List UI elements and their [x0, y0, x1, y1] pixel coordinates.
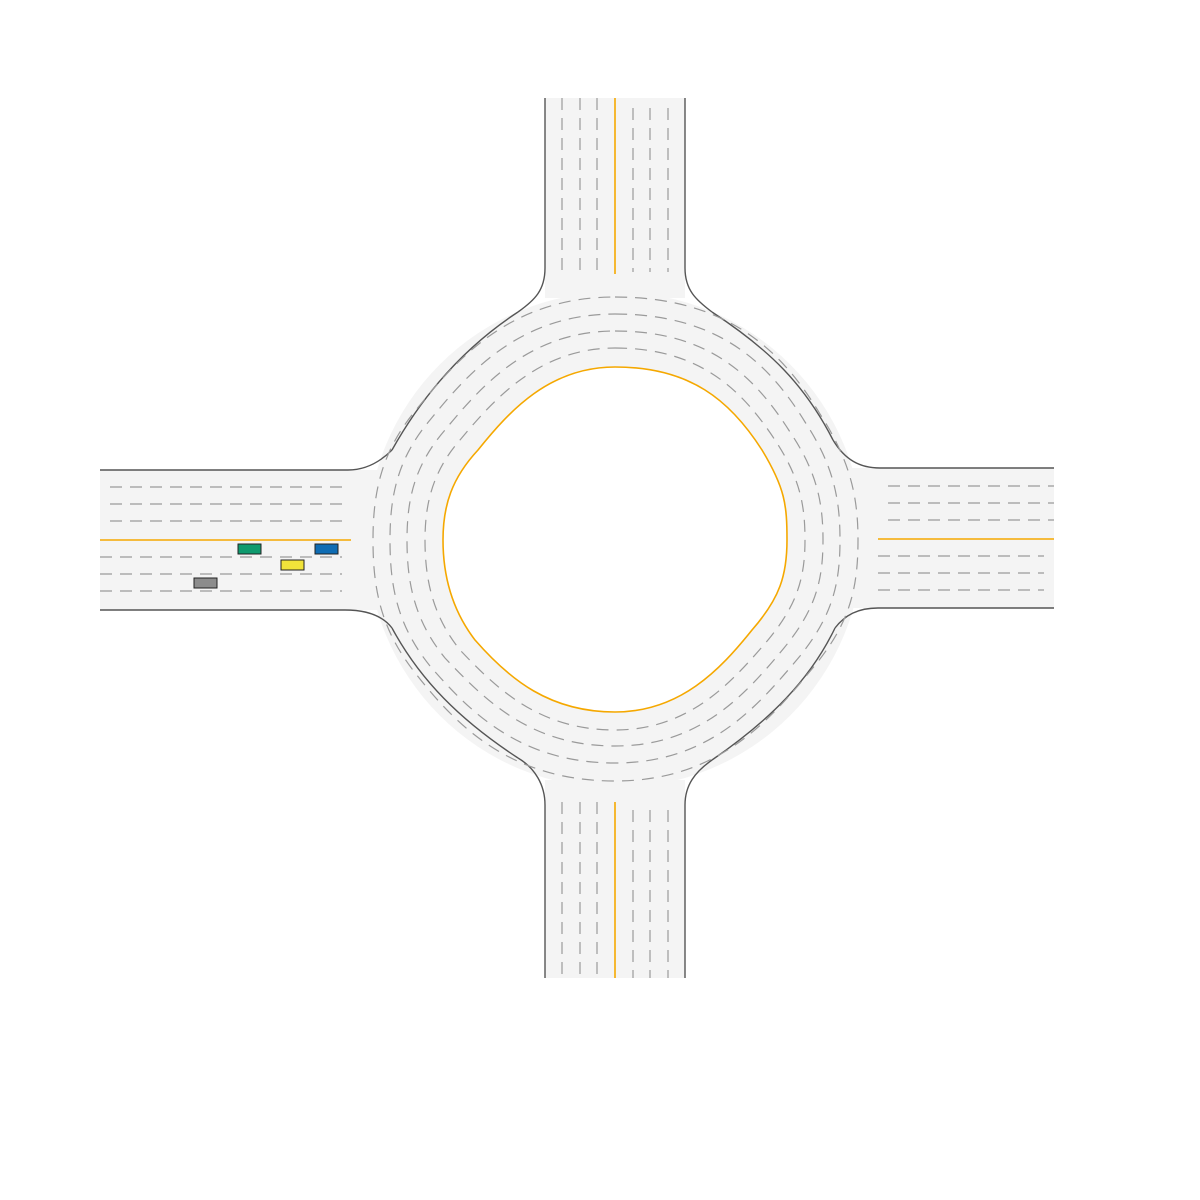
north-arm-right-edge [684, 98, 713, 313]
circulating-lane-divider [372, 296, 859, 782]
arm-lane-dividers [100, 98, 1054, 978]
circulating-lane-divider [389, 313, 841, 764]
vehicles [193, 543, 339, 589]
east-arm-top-edge [832, 439, 1054, 469]
south-arm-left-edge [517, 757, 546, 978]
southeast-curve-edge [711, 627, 836, 761]
vehicle-gray [193, 577, 218, 589]
vehicle-yellow [280, 559, 305, 571]
west-arm-top-edge [100, 449, 393, 471]
north-arm-left-edge [517, 98, 546, 313]
central-island-edge [442, 366, 788, 713]
south-arm-right-edge [684, 759, 713, 978]
center-lines [100, 98, 1054, 978]
vehicle-green [237, 543, 262, 555]
circulating-lane-divider [406, 330, 824, 747]
circulating-lane-divider [424, 347, 806, 731]
southwest-curve-edge [391, 627, 519, 759]
central-island [443, 367, 787, 712]
east-arm-surface [850, 468, 1054, 608]
vehicle-blue [314, 543, 339, 555]
west-arm-bottom-edge [100, 609, 393, 629]
northeast-curve-edge [711, 311, 834, 441]
east-arm-bottom-edge [834, 607, 1054, 629]
circulating-lane-dividers [372, 296, 859, 782]
